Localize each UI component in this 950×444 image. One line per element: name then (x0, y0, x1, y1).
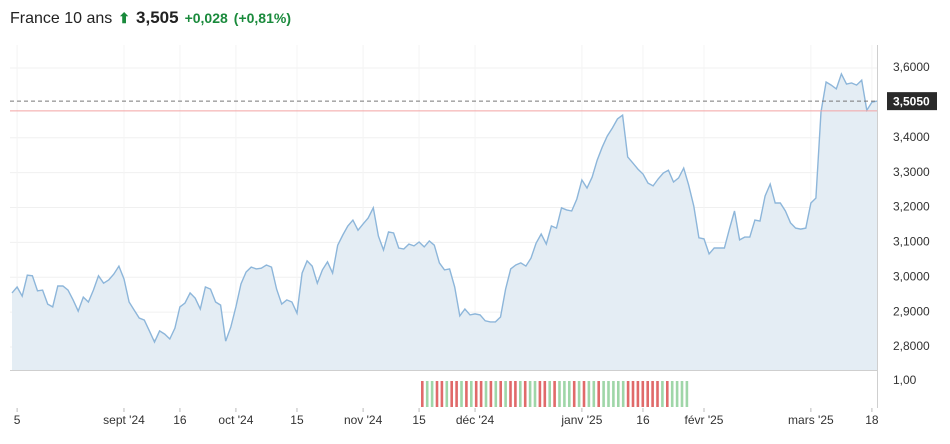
volume-bar (582, 381, 586, 407)
volume-bar (666, 381, 669, 407)
y-tick-label: 3,0000 (893, 269, 930, 283)
up-arrow: ⬆ (118, 10, 131, 26)
x-tick-label: sept '24 (103, 413, 145, 427)
x-tick-label: 16 (636, 413, 650, 427)
volume-bar (612, 381, 615, 407)
volume-bar (435, 381, 439, 407)
volume-bar (597, 381, 600, 407)
volume-bar (685, 381, 689, 407)
volume-label: 1,00 (893, 373, 917, 387)
y-tick-label: 3,4000 (893, 130, 930, 144)
volume-bar (592, 381, 596, 407)
y-tick-label: 3,2000 (893, 200, 930, 214)
volume-bar (651, 381, 654, 407)
x-tick-label: déc '24 (456, 413, 495, 427)
volume-bar (656, 381, 659, 407)
volume-bar (465, 381, 468, 407)
volume-bar (460, 381, 463, 407)
volume-bar (680, 381, 684, 407)
volume-bar (661, 381, 664, 407)
volume-bar (563, 381, 566, 407)
volume-bar (519, 381, 522, 407)
volume-bar (504, 381, 507, 407)
volume-bar (607, 381, 610, 407)
volume-bar (621, 381, 625, 407)
volume-bar (543, 381, 547, 407)
volume-bar (499, 381, 502, 407)
volume-bar (641, 381, 645, 407)
last-price-box (887, 92, 937, 111)
volume-bar (450, 381, 453, 407)
volume-bar (587, 381, 591, 407)
volume-bar (548, 381, 551, 407)
y-tick-label: 2,8000 (893, 339, 930, 353)
change: +0,028 (184, 10, 228, 26)
volume-bar (474, 381, 478, 407)
x-tick-label: mars '25 (788, 413, 834, 427)
title: France 10 ans (10, 10, 113, 27)
volume-bar (514, 381, 517, 407)
volume-bar (670, 381, 674, 407)
volume-bar (675, 381, 679, 407)
x-tick-label: 15 (290, 413, 304, 427)
volume-bar (533, 381, 537, 407)
volume-bar (568, 381, 571, 407)
volume-bar (425, 381, 429, 407)
volume-bar (470, 381, 473, 407)
volume-bar (602, 381, 605, 407)
y-tick-label: 3,6000 (893, 60, 930, 74)
volume-bar (617, 381, 620, 407)
y-tick-label: 3,3000 (893, 165, 930, 179)
volume-bar (528, 381, 532, 407)
x-tick-label: 18 (865, 413, 879, 427)
x-tick-label: 5 (14, 413, 21, 427)
change-percent: (+0,81%) (233, 10, 291, 26)
volume-bar (577, 381, 581, 407)
volume-bar (572, 381, 576, 407)
x-tick-label: févr '25 (685, 413, 724, 427)
x-tick-label: 16 (173, 413, 187, 427)
volume-bar (489, 381, 493, 407)
x-tick-label: nov '24 (344, 413, 383, 427)
volume-bar (626, 381, 630, 407)
volume-bar (440, 381, 444, 407)
price-line (11, 72, 878, 344)
last-price-label: 3,5050 (893, 94, 930, 108)
y-tick-label: 3,1000 (893, 235, 930, 249)
volume-bar (523, 381, 527, 407)
volume-bar (558, 381, 561, 407)
volume-bar (430, 381, 434, 407)
volume-bar (553, 381, 556, 407)
header: France 10 ans ⬆ 3,505 +0,028 (+0,81%) (10, 8, 297, 28)
volume-bar (479, 381, 483, 407)
x-tick-label: oct '24 (218, 413, 253, 427)
y-tick-label: 2,9000 (893, 304, 930, 318)
x-tick-label: janv '25 (560, 413, 602, 427)
volume-bar (646, 381, 649, 407)
price: 3,505 (136, 8, 179, 27)
volume-bar (538, 381, 542, 407)
volume-bar (494, 381, 498, 407)
volume-bar (636, 381, 640, 407)
volume-bar (445, 381, 449, 407)
volume-bar (631, 381, 635, 407)
volume-bar (484, 381, 488, 407)
volume-bar (455, 381, 458, 407)
volume-bar (421, 381, 424, 407)
area (12, 73, 877, 371)
volume-bar (509, 381, 512, 407)
x-tick-label: 15 (412, 413, 426, 427)
